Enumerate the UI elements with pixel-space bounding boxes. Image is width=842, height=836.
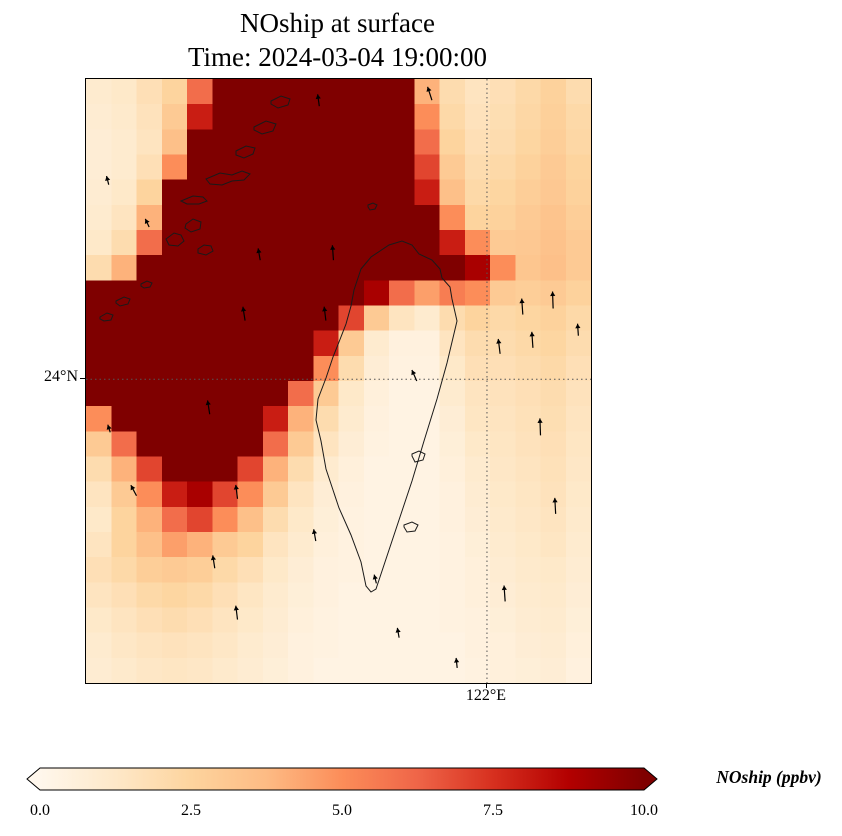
colorbar-gradient — [26, 767, 658, 791]
colorbar: 0.0 2.5 5.0 7.5 10.0 — [26, 766, 658, 832]
coastline — [99, 95, 458, 593]
y-tick-label: 24°N — [44, 368, 78, 385]
colorbar-tick-label: 10.0 — [630, 802, 658, 819]
map-overlay — [86, 79, 591, 683]
colorbar-tick-label: 2.5 — [181, 802, 201, 819]
x-tick-label: 122°E — [465, 687, 507, 704]
colorbar-tick-label: 5.0 — [332, 802, 352, 819]
colorbar-label: NOship (ppbv) — [716, 767, 822, 787]
x-axis-tick — [486, 683, 487, 688]
colorbar-bar — [26, 767, 658, 791]
colorbar-tick-label: 7.5 — [483, 802, 503, 819]
chart-title: NOship at surface — [240, 8, 435, 38]
gridlines — [86, 79, 591, 683]
heatmap-layer — [86, 79, 591, 683]
title-block: NOship at surface Time: 2024-03-04 19:00… — [85, 6, 590, 74]
y-axis-tick — [80, 378, 85, 379]
colorbar-tick-label: 0.0 — [30, 802, 50, 819]
wind-arrows — [105, 86, 581, 668]
chart-subtitle: Time: 2024-03-04 19:00:00 — [187, 42, 488, 72]
map-panel — [85, 78, 592, 684]
